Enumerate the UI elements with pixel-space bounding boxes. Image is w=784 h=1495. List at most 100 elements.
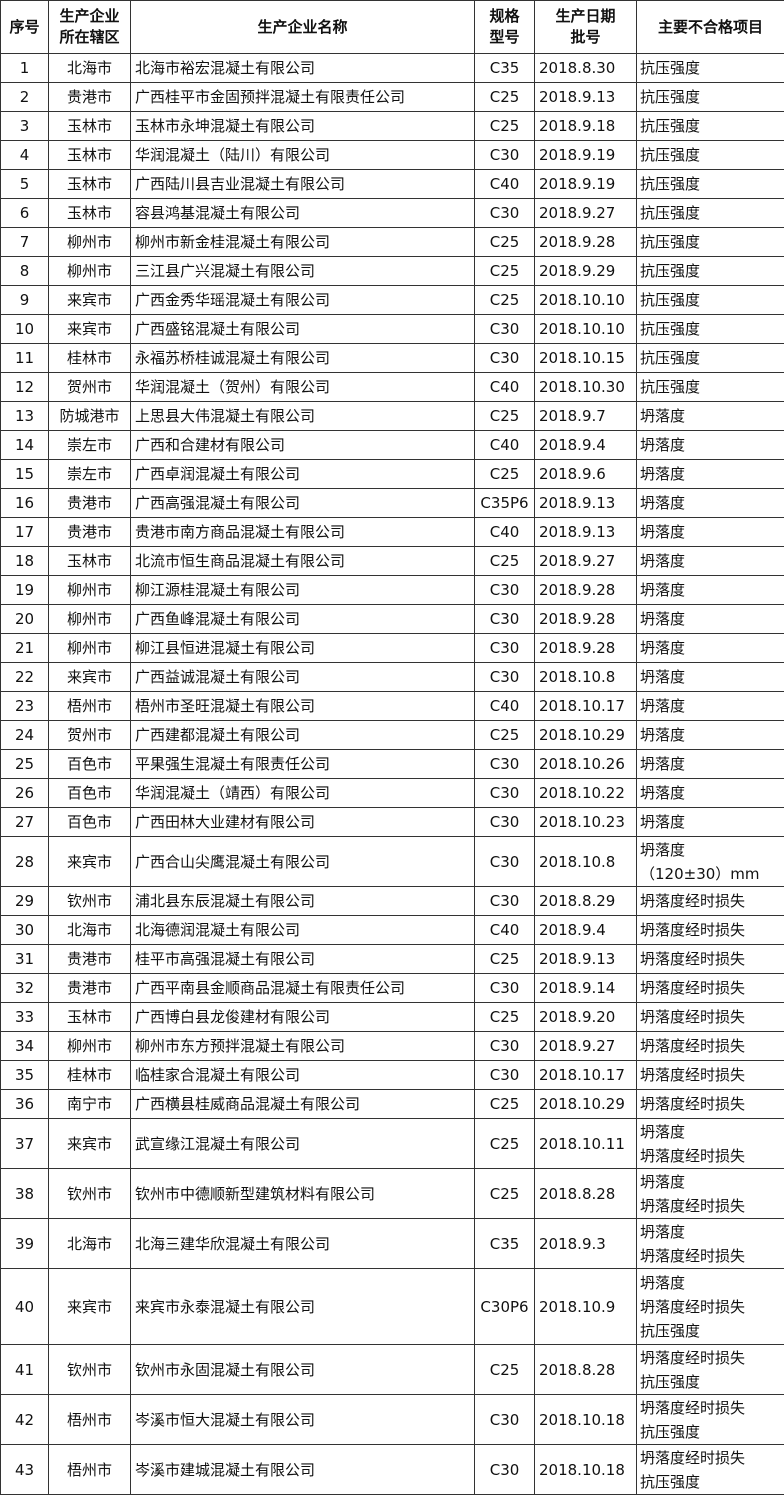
district-cell: 防城港市 (49, 402, 131, 431)
district-cell: 南宁市 (49, 1090, 131, 1119)
index-cell: 31 (1, 945, 49, 974)
item-line: 坍落度经时损失 (640, 1396, 781, 1420)
index-cell: 36 (1, 1090, 49, 1119)
district-cell: 玉林市 (49, 547, 131, 576)
item-line: 坍落度经时损失 (640, 947, 781, 971)
item-line: 抗压强度 (640, 259, 781, 283)
item-line: 坍落度 (640, 1120, 781, 1144)
company-cell: 柳州市东方预拌混凝土有限公司 (131, 1032, 475, 1061)
items-cell: 坍落度经时损失 (637, 1090, 784, 1119)
item-line: 抗压强度 (640, 1420, 781, 1444)
item-line: 抗压强度 (640, 230, 781, 254)
district-cell: 贺州市 (49, 373, 131, 402)
district-cell: 百色市 (49, 779, 131, 808)
item-line: 坍落度 (640, 578, 781, 602)
item-line: 坍落度经时损失 (640, 1063, 781, 1087)
header-line: 批号 (537, 27, 634, 48)
date-cell: 2018.10.9 (535, 1269, 637, 1345)
item-line: （120±30）mm (640, 862, 781, 886)
company-cell: 岑溪市恒大混凝土有限公司 (131, 1395, 475, 1445)
date-cell: 2018.8.28 (535, 1345, 637, 1395)
items-cell: 坍落度经时损失抗压强度 (637, 1345, 784, 1395)
item-line: 坍落度 (640, 1220, 781, 1244)
date-cell: 2018.8.29 (535, 887, 637, 916)
item-line: 坍落度 (640, 838, 781, 862)
district-cell: 柳州市 (49, 605, 131, 634)
spec-cell: C25 (475, 1119, 535, 1169)
district-cell: 玉林市 (49, 170, 131, 199)
index-cell: 17 (1, 518, 49, 547)
spec-cell: C25 (475, 1003, 535, 1032)
item-line: 坍落度 (640, 723, 781, 747)
spec-cell: C40 (475, 692, 535, 721)
index-cell: 40 (1, 1269, 49, 1345)
district-cell: 贵港市 (49, 83, 131, 112)
item-line: 坍落度 (640, 694, 781, 718)
company-cell: 广西横县桂威商品混凝土有限公司 (131, 1090, 475, 1119)
company-cell: 广西盛铭混凝土有限公司 (131, 315, 475, 344)
district-cell: 来宾市 (49, 286, 131, 315)
spec-cell: C30 (475, 199, 535, 228)
spec-cell: C25 (475, 112, 535, 141)
company-cell: 广西金秀华瑶混凝土有限公司 (131, 286, 475, 315)
district-cell: 贵港市 (49, 489, 131, 518)
items-cell: 抗压强度 (637, 344, 784, 373)
item-line: 坍落度 (640, 665, 781, 689)
district-cell: 百色市 (49, 808, 131, 837)
spec-cell: C40 (475, 518, 535, 547)
index-cell: 12 (1, 373, 49, 402)
date-cell: 2018.9.6 (535, 460, 637, 489)
district-cell: 梧州市 (49, 692, 131, 721)
items-cell: 抗压强度 (637, 199, 784, 228)
date-cell: 2018.9.27 (535, 547, 637, 576)
spec-cell: C35 (475, 54, 535, 83)
district-cell: 北海市 (49, 1219, 131, 1269)
item-line: 坍落度经时损失 (640, 1092, 781, 1116)
index-cell: 30 (1, 916, 49, 945)
items-cell: 坍落度 (637, 547, 784, 576)
date-cell: 2018.10.8 (535, 663, 637, 692)
spec-cell: C25 (475, 547, 535, 576)
company-cell: 华润混凝土（陆川）有限公司 (131, 141, 475, 170)
company-cell: 钦州市永固混凝土有限公司 (131, 1345, 475, 1395)
items-cell: 抗压强度 (637, 54, 784, 83)
district-cell: 来宾市 (49, 1119, 131, 1169)
items-cell: 坍落度 (637, 518, 784, 547)
item-line: 抗压强度 (640, 85, 781, 109)
item-line: 抗压强度 (640, 172, 781, 196)
date-cell: 2018.9.4 (535, 431, 637, 460)
date-cell: 2018.10.11 (535, 1119, 637, 1169)
header-row: 序号生产企业所在辖区生产企业名称规格型号生产日期批号主要不合格项目 (1, 1, 784, 54)
index-cell: 11 (1, 344, 49, 373)
district-cell: 柳州市 (49, 1032, 131, 1061)
header-line: 所在辖区 (51, 27, 128, 48)
spec-cell: C30P6 (475, 1269, 535, 1345)
index-cell: 42 (1, 1395, 49, 1445)
date-cell: 2018.10.18 (535, 1445, 637, 1495)
company-cell: 华润混凝土（贺州）有限公司 (131, 373, 475, 402)
district-cell: 柳州市 (49, 576, 131, 605)
items-cell: 抗压强度 (637, 373, 784, 402)
company-cell: 北流市恒生商品混凝土有限公司 (131, 547, 475, 576)
date-cell: 2018.9.27 (535, 199, 637, 228)
item-line: 坍落度经时损失 (640, 1446, 781, 1470)
company-cell: 华润混凝土（靖西）有限公司 (131, 779, 475, 808)
company-cell: 桂平市高强混凝土有限公司 (131, 945, 475, 974)
company-cell: 广西益诚混凝土有限公司 (131, 663, 475, 692)
index-cell: 7 (1, 228, 49, 257)
items-cell: 抗压强度 (637, 228, 784, 257)
index-cell: 32 (1, 974, 49, 1003)
items-cell: 抗压强度 (637, 257, 784, 286)
